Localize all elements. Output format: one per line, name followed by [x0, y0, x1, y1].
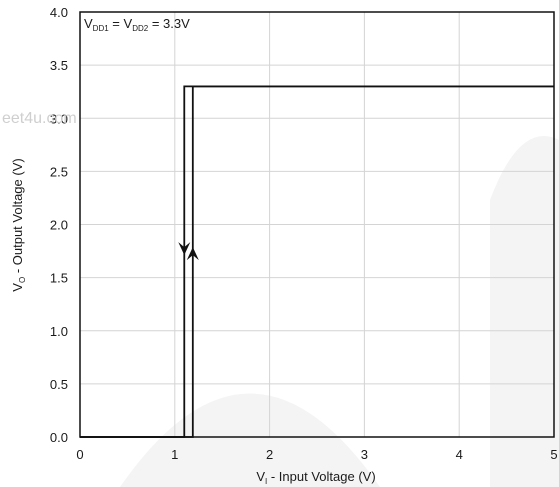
y-tick-labels: 0.0 0.5 1.0 1.5 2.0 2.5 3.0 3.5 4.0 [50, 5, 68, 445]
y-tick-label: 4.0 [50, 5, 68, 20]
curves [80, 85, 554, 438]
x-tick-labels: 0 1 2 3 4 5 [76, 447, 557, 462]
y-tick-label: 2.5 [50, 164, 68, 179]
y-tick-label: 0.5 [50, 377, 68, 392]
x-tick-label: 5 [550, 447, 557, 462]
x-tick-label: 2 [266, 447, 273, 462]
arrow-falling [178, 242, 191, 256]
y-tick-label: 3.5 [50, 58, 68, 73]
curve-rising [80, 85, 554, 438]
x-tick-label: 4 [456, 447, 463, 462]
x-tick-label: 0 [76, 447, 83, 462]
y-tick-label: 1.0 [50, 324, 68, 339]
y-axis-title: VO - Output Voltage (V) [10, 158, 27, 291]
arrow-rising [186, 247, 199, 261]
y-tick-label: 3.0 [50, 111, 68, 126]
curve-falling [80, 85, 554, 438]
background-shape-right [490, 136, 559, 487]
y-tick-label: 1.5 [50, 271, 68, 286]
plot-frame [79, 11, 555, 438]
arrows [178, 242, 199, 261]
x-tick-label: 1 [171, 447, 178, 462]
annotation-supply-voltage: VDD1 = VDD2 = 3.3V [84, 16, 190, 33]
y-tick-label: 0.0 [50, 430, 68, 445]
x-tick-label: 3 [361, 447, 368, 462]
watermark: eet4u.com [2, 110, 77, 127]
grid [80, 12, 554, 437]
x-axis-title: VI - Input Voltage (V) [256, 469, 375, 486]
y-tick-label: 2.0 [50, 218, 68, 233]
